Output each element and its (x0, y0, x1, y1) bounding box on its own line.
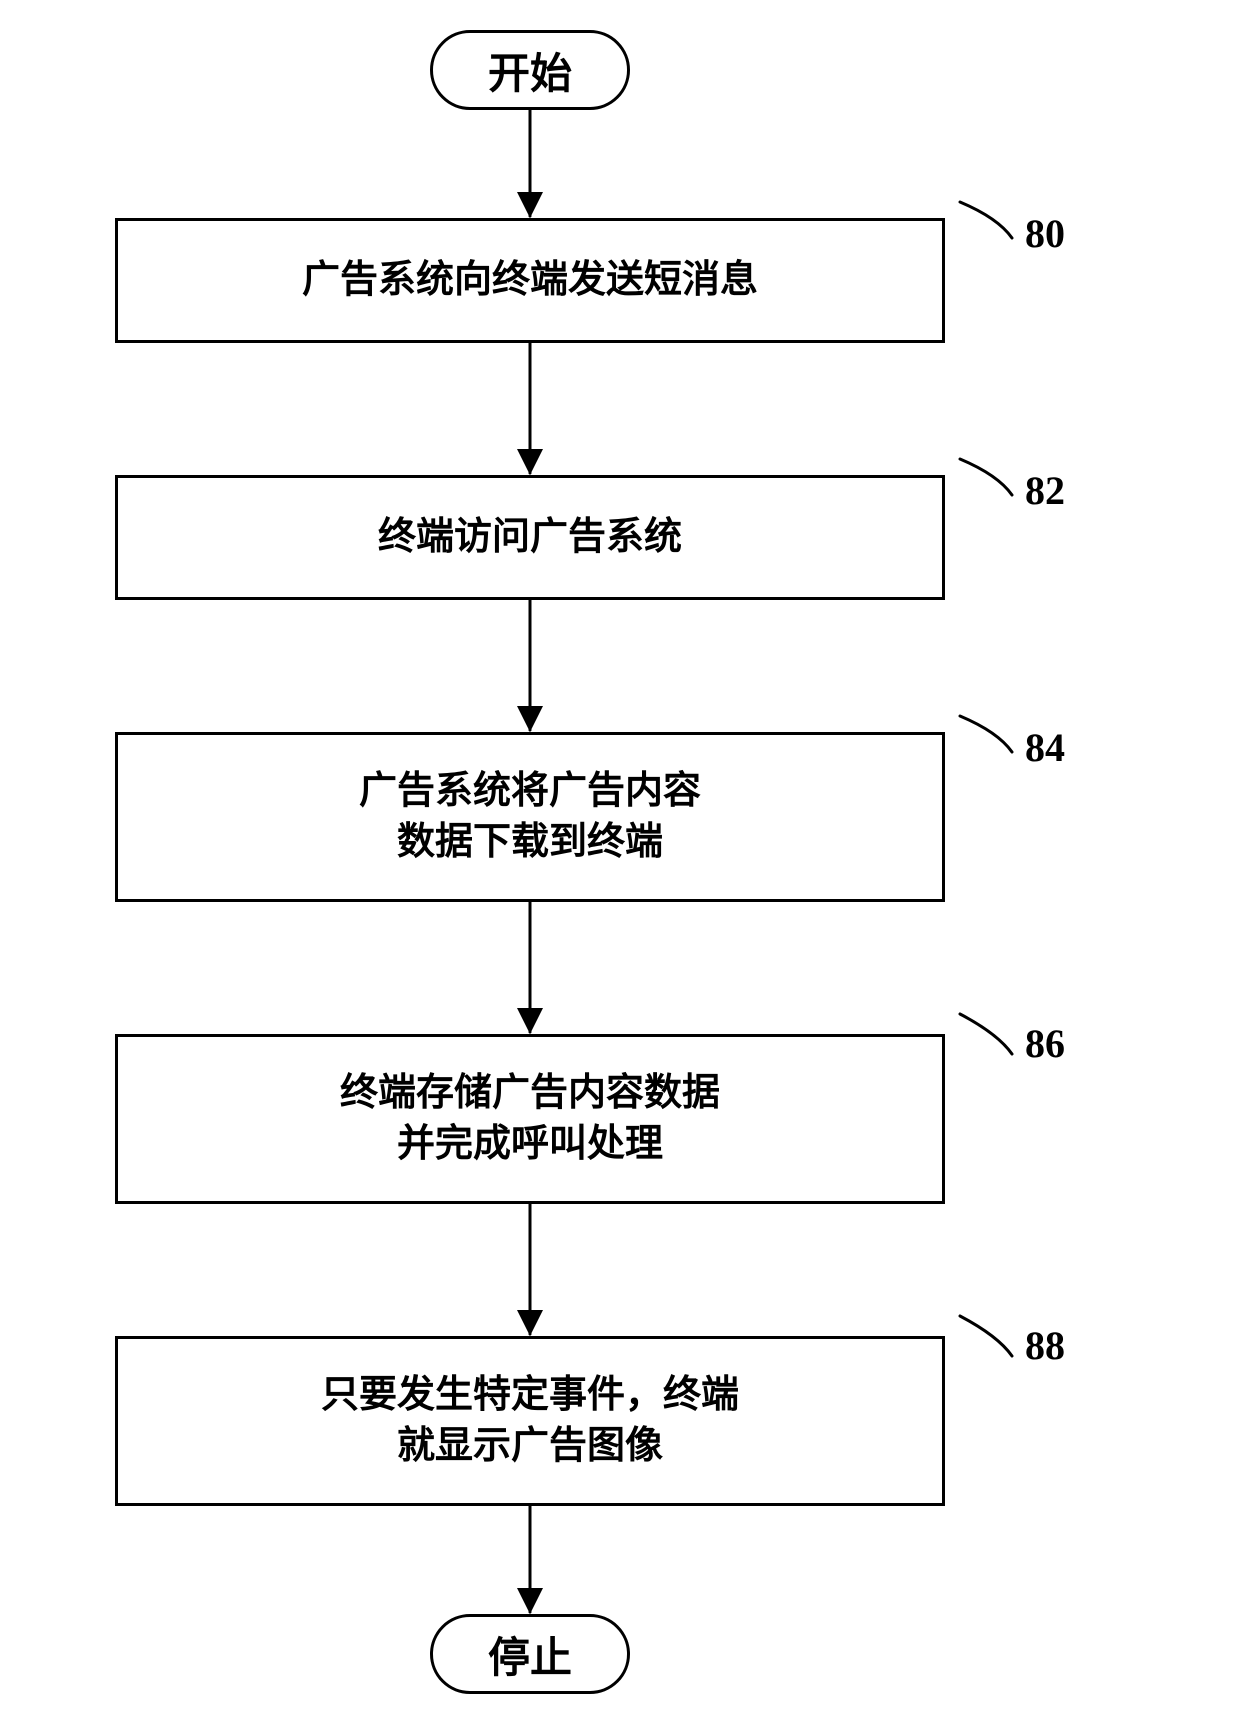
step-86-text: 终端存储广告内容数据并完成呼叫处理 (340, 1068, 720, 1171)
step-86: 终端存储广告内容数据并完成呼叫处理 (115, 1034, 945, 1204)
ref-82: 82 (1025, 467, 1065, 514)
start-terminator: 开始 (430, 30, 630, 110)
stop-label: 停止 (488, 1624, 572, 1685)
step-88-text: 只要发生特定事件，终端就显示广告图像 (321, 1370, 739, 1473)
step-82: 终端访问广告系统 (115, 475, 945, 600)
ref-84: 84 (1025, 724, 1065, 771)
ref-86: 86 (1025, 1020, 1065, 1067)
start-label: 开始 (488, 40, 572, 101)
step-84: 广告系统将广告内容数据下载到终端 (115, 732, 945, 902)
step-88: 只要发生特定事件，终端就显示广告图像 (115, 1336, 945, 1506)
step-84-text: 广告系统将广告内容数据下载到终端 (359, 766, 701, 869)
stop-terminator: 停止 (430, 1614, 630, 1694)
ref-88: 88 (1025, 1322, 1065, 1369)
step-80: 广告系统向终端发送短消息 (115, 218, 945, 343)
step-82-text: 终端访问广告系统 (378, 512, 682, 563)
step-80-text: 广告系统向终端发送短消息 (302, 255, 758, 306)
ref-80: 80 (1025, 210, 1065, 257)
